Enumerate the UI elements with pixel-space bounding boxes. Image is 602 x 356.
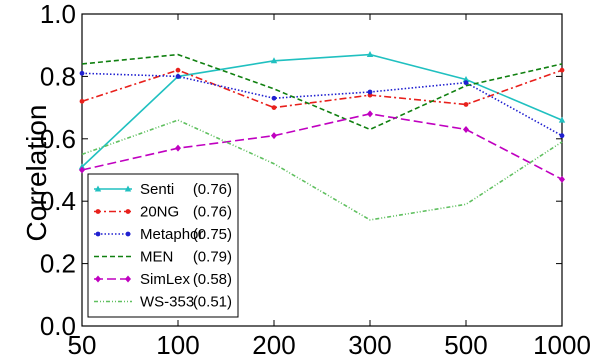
legend-entry: 20NG (0.76) — [94, 204, 232, 221]
data-point — [271, 105, 277, 110]
legend-label: Senti — [140, 181, 174, 198]
legend-entry: Metaphor(0.75) — [94, 226, 232, 243]
legend-marker — [125, 209, 131, 214]
x-tick-label: 300 — [348, 330, 391, 356]
data-point — [463, 125, 469, 133]
series-simlex — [79, 110, 565, 183]
series-line — [81, 72, 563, 137]
data-point — [175, 74, 181, 79]
legend-marker — [95, 209, 101, 214]
series-ws-353 — [81, 119, 563, 221]
data-point — [79, 98, 85, 104]
x-tick-label: 200 — [252, 330, 295, 356]
legend-entry: SimLex (0.58) — [94, 271, 232, 288]
series-senti — [78, 51, 566, 170]
legend-label: MEN — [140, 249, 173, 266]
legend-entry: Senti (0.76) — [94, 181, 232, 198]
legend-box — [87, 173, 239, 318]
legend-score: (0.79) — [193, 249, 232, 266]
legend-score: (0.76) — [193, 181, 232, 198]
series-metaphor — [79, 70, 565, 139]
series-line — [81, 119, 563, 221]
data-point — [559, 67, 565, 73]
data-point — [559, 133, 565, 139]
x-tick-label: 50 — [68, 330, 97, 356]
data-point — [558, 116, 566, 123]
data-point — [271, 132, 277, 140]
legend-marker — [95, 275, 101, 283]
series-men — [81, 53, 563, 131]
data-point — [559, 175, 565, 183]
data-point — [367, 89, 373, 95]
y-tick-label: 0.6 — [40, 124, 76, 154]
legend-label: Metaphor — [140, 226, 203, 243]
data-point — [175, 67, 181, 73]
legend-marker — [95, 231, 101, 237]
legend-label: 20NG — [140, 204, 179, 221]
data-point — [366, 51, 374, 58]
y-tick-label: 0.2 — [40, 249, 76, 279]
data-point — [270, 57, 278, 64]
data-point — [79, 166, 85, 174]
x-tick-label: 1000 — [533, 330, 591, 356]
x-tick-label: 100 — [156, 330, 199, 356]
legend-entry: MEN (0.79) — [94, 249, 232, 266]
series-line — [81, 53, 563, 168]
y-tick-label: 0.0 — [40, 311, 76, 341]
y-tick-label: 0.8 — [40, 61, 76, 91]
legend-marker — [94, 185, 102, 192]
data-point — [175, 144, 181, 152]
data-point — [367, 110, 373, 118]
data-point — [271, 95, 277, 101]
series-line — [81, 53, 563, 131]
data-point — [463, 80, 469, 86]
legend-score: (0.76) — [193, 204, 232, 221]
legend-marker — [124, 185, 132, 192]
data-point — [463, 102, 469, 107]
legend-marker — [125, 275, 131, 283]
legend-score: (0.58) — [193, 271, 232, 288]
data-point — [78, 163, 86, 170]
data-point — [79, 70, 85, 76]
y-axis-label: Correlation — [21, 105, 52, 242]
legend-marker — [125, 231, 131, 237]
legend-score: (0.75) — [193, 226, 232, 243]
legend-label: SimLex — [140, 271, 191, 288]
series-line — [81, 113, 563, 181]
series-20ng — [79, 67, 565, 110]
x-tick-label: 500 — [444, 330, 487, 356]
legend-label: WS-353 — [140, 294, 194, 311]
data-point — [462, 76, 470, 83]
legend-entry: WS-353(0.51) — [94, 294, 232, 311]
legend-score: (0.51) — [193, 294, 232, 311]
y-tick-label: 1.0 — [40, 0, 76, 29]
y-tick-label: 0.4 — [40, 186, 76, 216]
